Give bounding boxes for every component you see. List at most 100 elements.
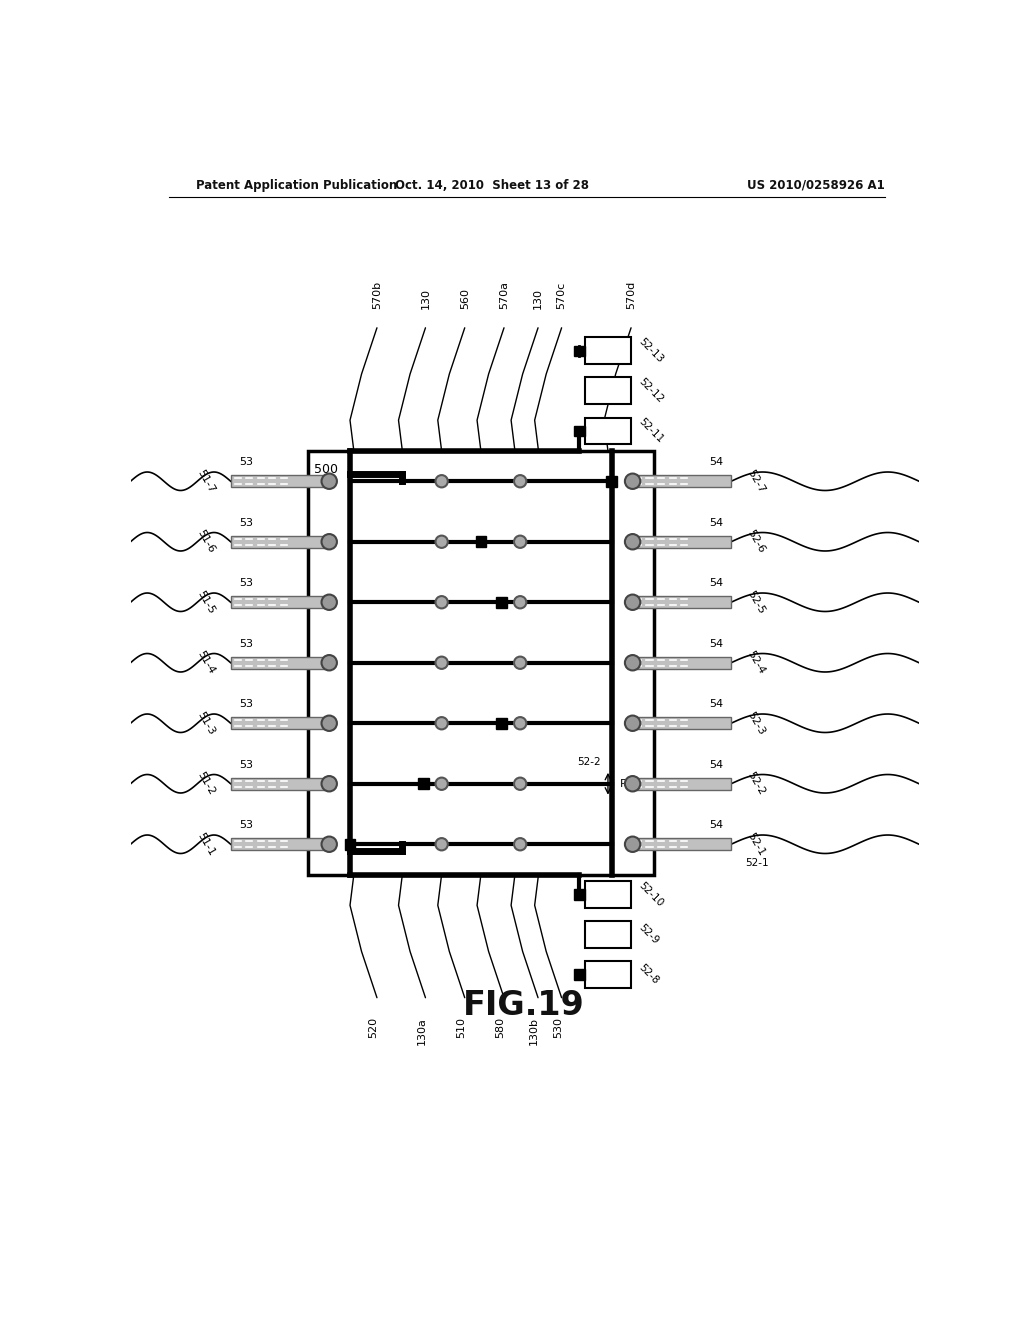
Text: FIG.19: FIG.19 (463, 989, 584, 1022)
Text: 54: 54 (709, 639, 723, 649)
Text: 130: 130 (421, 288, 430, 309)
Bar (230, 656, 331, 669)
Text: 570b: 570b (372, 280, 382, 309)
Circle shape (514, 656, 526, 669)
Bar (574, 425, 585, 437)
Text: 54: 54 (709, 458, 723, 467)
Text: 51-3: 51-3 (196, 710, 217, 737)
Bar (631, 656, 731, 669)
Text: 530: 530 (553, 1016, 563, 1038)
Bar (230, 838, 331, 850)
Circle shape (514, 597, 526, 609)
Bar (585, 378, 631, 404)
Circle shape (514, 777, 526, 789)
Bar (585, 961, 631, 989)
Bar (631, 536, 731, 548)
Text: 54: 54 (709, 700, 723, 709)
Circle shape (322, 655, 337, 671)
Bar (418, 779, 429, 789)
Circle shape (435, 717, 447, 730)
Bar (230, 475, 331, 487)
Text: 54: 54 (709, 517, 723, 528)
Text: Oct. 14, 2010  Sheet 13 of 28: Oct. 14, 2010 Sheet 13 of 28 (395, 178, 590, 191)
Circle shape (435, 475, 447, 487)
Text: 520: 520 (368, 1016, 378, 1038)
Text: 510: 510 (456, 1016, 466, 1038)
Bar (497, 718, 507, 729)
Circle shape (625, 715, 640, 731)
Circle shape (435, 597, 447, 609)
Bar (631, 838, 731, 850)
Circle shape (322, 535, 337, 549)
Bar (631, 597, 731, 609)
Bar (606, 477, 617, 487)
Bar (585, 338, 631, 364)
Text: 500: 500 (313, 462, 338, 475)
Text: 54: 54 (709, 578, 723, 589)
Text: 52-8: 52-8 (637, 962, 662, 986)
Text: 52-7: 52-7 (745, 467, 766, 495)
Bar (574, 969, 585, 979)
Bar (475, 536, 486, 548)
Text: 570d: 570d (626, 280, 636, 309)
Text: Patent Application Publication: Patent Application Publication (196, 178, 397, 191)
Text: 54: 54 (709, 760, 723, 770)
Bar (585, 921, 631, 948)
Text: 52-6: 52-6 (745, 528, 766, 556)
Bar (631, 777, 731, 789)
Circle shape (625, 535, 640, 549)
Circle shape (625, 474, 640, 488)
Text: 53: 53 (239, 700, 253, 709)
Text: 51-1: 51-1 (196, 830, 217, 858)
Circle shape (435, 536, 447, 548)
Text: 52-2: 52-2 (577, 756, 600, 767)
Text: 52-5: 52-5 (745, 589, 766, 615)
Circle shape (322, 837, 337, 851)
Text: 130b: 130b (529, 1016, 540, 1045)
Text: 53: 53 (239, 760, 253, 770)
Circle shape (322, 474, 337, 488)
Text: 580: 580 (496, 1016, 505, 1038)
Bar (497, 597, 507, 607)
Text: 52-4: 52-4 (745, 649, 766, 676)
Bar (585, 880, 631, 908)
Bar (230, 717, 331, 730)
Bar (631, 475, 731, 487)
Text: 570a: 570a (499, 281, 509, 309)
Text: 51-2: 51-2 (196, 771, 217, 797)
Text: 54: 54 (709, 821, 723, 830)
Circle shape (625, 776, 640, 792)
Bar (230, 597, 331, 609)
Circle shape (514, 838, 526, 850)
Text: 52-2: 52-2 (745, 771, 766, 797)
Circle shape (435, 838, 447, 850)
Text: 52-1: 52-1 (745, 830, 766, 858)
Circle shape (514, 536, 526, 548)
Text: 51-6: 51-6 (196, 528, 217, 556)
Circle shape (322, 594, 337, 610)
Bar (230, 536, 331, 548)
Circle shape (625, 655, 640, 671)
Circle shape (514, 475, 526, 487)
Circle shape (625, 594, 640, 610)
Text: 560: 560 (460, 288, 470, 309)
Text: 51-5: 51-5 (196, 589, 217, 615)
Text: 53: 53 (239, 821, 253, 830)
Text: 130: 130 (534, 288, 543, 309)
Circle shape (435, 777, 447, 789)
Bar (230, 777, 331, 789)
Text: 52-13: 52-13 (637, 337, 666, 366)
Bar (631, 717, 731, 730)
Text: 51-7: 51-7 (196, 467, 217, 495)
Text: 52-12: 52-12 (637, 376, 666, 405)
Text: 52-1: 52-1 (745, 858, 769, 869)
Text: 52-9: 52-9 (637, 923, 662, 946)
Text: 53: 53 (239, 639, 253, 649)
Text: 53: 53 (239, 517, 253, 528)
Circle shape (322, 776, 337, 792)
Text: 570c: 570c (557, 281, 566, 309)
Circle shape (514, 717, 526, 730)
Text: 53: 53 (239, 578, 253, 589)
Text: 130a: 130a (417, 1016, 427, 1045)
Text: P1: P1 (620, 779, 633, 789)
